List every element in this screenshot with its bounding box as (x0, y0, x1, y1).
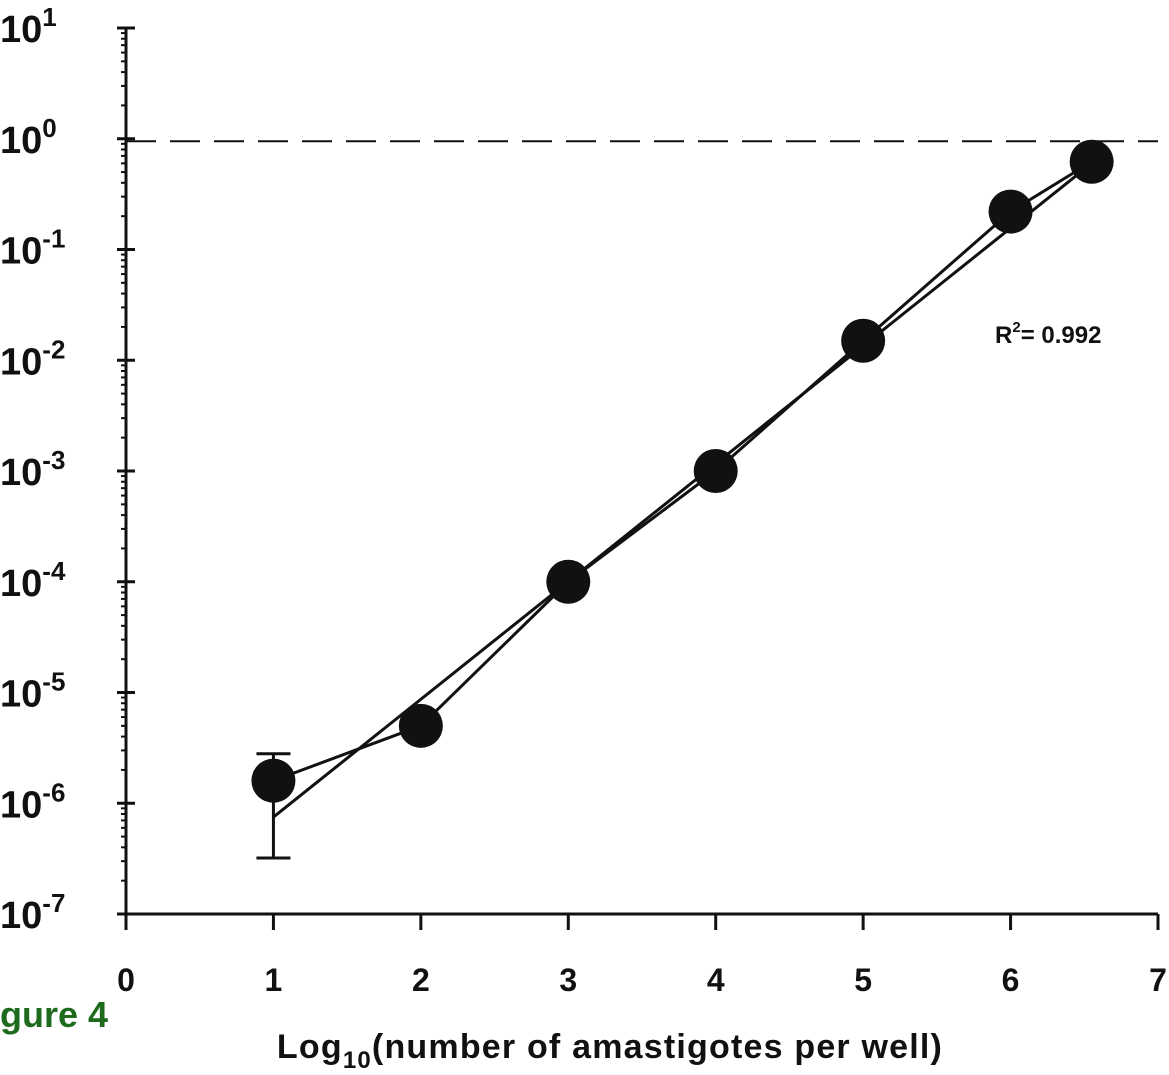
data-point-4 (693, 449, 738, 493)
r-squared-annotation: R2= 0.992 (995, 319, 1101, 349)
x-tick-label: 0 (117, 962, 135, 998)
data-point-2 (398, 703, 443, 748)
x-tick-label: 6 (1002, 962, 1020, 998)
x-tick-label: 4 (707, 962, 725, 998)
data-point-7 (1069, 139, 1114, 184)
y-tick-label: 10-2 (0, 334, 65, 383)
fit-line-layer (272, 162, 1093, 819)
y-tick-label: 10-3 (0, 445, 65, 494)
x-tick-label: 3 (559, 962, 577, 998)
x-tick-label: 2 (412, 962, 430, 998)
data-point-1 (251, 758, 296, 803)
figure-caption: gure 4 (0, 994, 135, 1036)
regression-line (272, 162, 1093, 819)
data-point-5 (841, 318, 886, 363)
series-layer (251, 139, 1114, 860)
data-point-3 (546, 559, 591, 604)
series-line (272, 160, 1093, 783)
y-tick-label: 10-6 (0, 777, 65, 826)
x-tick-label: 7 (1149, 962, 1167, 998)
x-tick-label: 1 (265, 962, 283, 998)
y-tick-label: 101 (0, 2, 57, 51)
y-tick-label: 10-5 (0, 667, 65, 716)
y-tick-label: 10-4 (0, 556, 66, 605)
y-tick-label: 10-1 (0, 224, 65, 273)
data-point-6 (988, 189, 1033, 234)
figure-caption-text: gure 4 (0, 994, 109, 1035)
x-axis-title: Log10(number of amastigotes per well) (277, 1028, 943, 1074)
y-tick-label: 10-7 (0, 888, 65, 937)
y-tick-label: 100 (0, 113, 57, 162)
axes-layer (117, 26, 1160, 930)
x-tick-label: 5 (854, 962, 872, 998)
